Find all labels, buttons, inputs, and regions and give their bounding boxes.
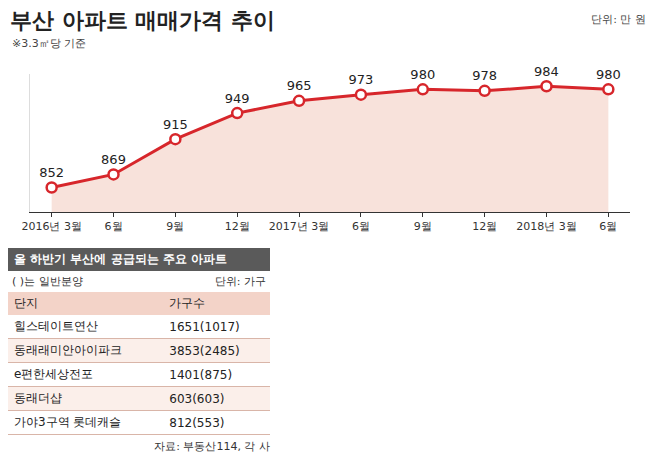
svg-text:984: 984 — [534, 64, 559, 79]
html-text:3853(2485): 3853(2485) — [169, 343, 240, 358]
html-text:단지: 단지 — [14, 296, 38, 310]
html-text:e편한세상전포: e편한세상전포 — [14, 367, 94, 381]
html-text:힐스테이트연산: 힐스테이트연산 — [14, 319, 98, 333]
html-text:1401(875): 1401(875) — [169, 367, 233, 382]
html-text:올 하반기 부산에 공급되는 주요 아파트: 올 하반기 부산에 공급되는 주요 아파트 — [14, 252, 227, 266]
html-text:단위: 만 원: 단위: 만 원 — [591, 13, 646, 26]
svg-text:852: 852 — [39, 165, 64, 180]
svg-text:6월: 6월 — [352, 220, 370, 233]
svg-text:980: 980 — [410, 67, 435, 82]
html-text:가구수: 가구수 — [169, 296, 206, 310]
svg-text:980: 980 — [596, 67, 621, 82]
svg-text:6월: 6월 — [599, 220, 617, 233]
svg-text:2017년 3월: 2017년 3월 — [269, 220, 330, 233]
html-text:( )는 일반분양: ( )는 일반분양 — [12, 275, 83, 288]
svg-text:9월: 9월 — [414, 220, 432, 233]
html-text:부산 아파트 매매가격 추이: 부산 아파트 매매가격 추이 — [10, 8, 275, 33]
svg-text:6월: 6월 — [105, 220, 123, 233]
html-text:1651(1017): 1651(1017) — [169, 319, 240, 334]
svg-text:978: 978 — [472, 68, 497, 83]
html-text:※3.3㎡당 기준: ※3.3㎡당 기준 — [12, 37, 87, 50]
svg-text:965: 965 — [287, 78, 312, 93]
svg-text:2018년 3월: 2018년 3월 — [516, 220, 577, 233]
svg-text:2016년 3월: 2016년 3월 — [21, 220, 82, 233]
html-text:가야3구역 롯데캐슬: 가야3구역 롯데캐슬 — [14, 415, 122, 429]
svg-text:12월: 12월 — [225, 220, 250, 233]
svg-text:915: 915 — [163, 117, 188, 132]
svg-text:12월: 12월 — [472, 220, 497, 233]
svg-text:973: 973 — [349, 72, 374, 87]
svg-text:869: 869 — [101, 152, 126, 167]
html-text:동래더샵: 동래더샵 — [14, 391, 62, 405]
html-text:자료: 부동산114, 각 사: 자료: 부동산114, 각 사 — [154, 440, 270, 453]
svg-text:949: 949 — [225, 91, 250, 106]
html-text:603(603): 603(603) — [169, 391, 225, 406]
html-text:812(553): 812(553) — [169, 415, 225, 430]
html-text:단위: 가구: 단위: 가구 — [214, 275, 266, 288]
svg-text:9월: 9월 — [166, 220, 184, 233]
html-text:동래래미안아이파크: 동래래미안아이파크 — [14, 343, 122, 357]
